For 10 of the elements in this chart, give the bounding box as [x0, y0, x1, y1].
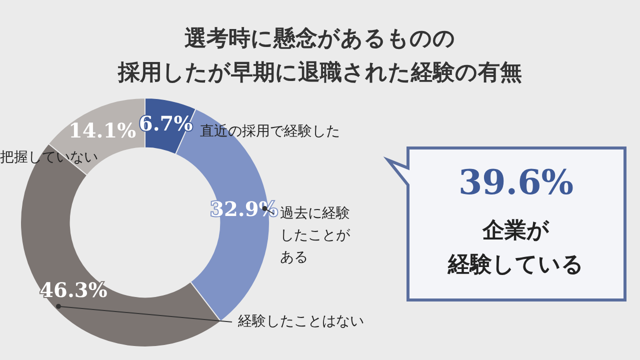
chart-title: 選考時に懸念があるものの — [184, 26, 456, 52]
data-label: 46.3% — [40, 278, 108, 302]
text: 企業が — [482, 218, 550, 244]
data-label: 14.1% — [68, 118, 136, 143]
slice-label: 過去に経験したことがある — [280, 206, 351, 266]
slice-label: 直近の採用で経験した — [200, 124, 340, 140]
text: 経験している — [447, 252, 584, 278]
text: 39.6% — [458, 162, 574, 203]
slice-label: 経験したことはない — [237, 314, 364, 330]
chart-subtitle: 採用したが早期に退職された経験の有無 — [117, 60, 522, 86]
